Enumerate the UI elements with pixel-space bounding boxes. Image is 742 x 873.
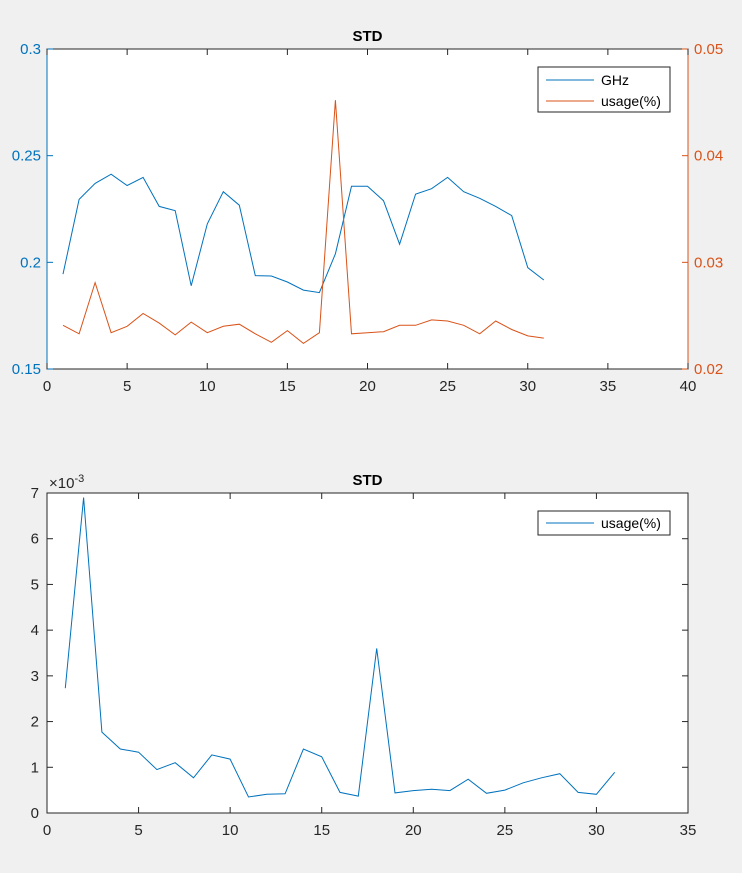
bottom-x-tick-label: 30 xyxy=(588,822,605,839)
top-plot: 0.15 0.2 0.25 0.3 0.02 0.03 0.04 0.05 0 5 10 15 20… xyxy=(12,28,723,395)
top-x-tick-label: 0 xyxy=(43,378,51,395)
top-x-tick-label: 20 xyxy=(359,378,376,395)
top-legend-label-usage: usage(%) xyxy=(601,93,661,109)
top-left-tick-label: 0.25 xyxy=(12,148,41,165)
bottom-y-tick-label: 5 xyxy=(31,576,39,593)
bottom-x-axis-ticks: 0 5 10 15 20 25 30 35 xyxy=(43,493,697,839)
top-right-axis-ticks: 0.02 0.03 0.04 0.05 xyxy=(682,41,723,378)
top-x-tick-label: 25 xyxy=(439,378,456,395)
top-series-ghz-line xyxy=(62,173,545,294)
top-left-tick-label: 0.15 xyxy=(12,361,41,378)
top-legend-box xyxy=(537,66,671,113)
top-x-tick-label: 35 xyxy=(600,378,617,395)
top-legend: GHz usage(%) xyxy=(537,66,671,113)
top-x-tick-label: 15 xyxy=(279,378,296,395)
top-left-tick-label: 0.2 xyxy=(20,254,41,271)
bottom-series-group xyxy=(64,497,616,798)
bottom-plot: 0 1 2 3 4 5 6 7 0 5 10 15 20 25 30 35 STD ×10-3 usage(… xyxy=(31,472,697,839)
top-right-tick-label: 0.02 xyxy=(694,361,723,378)
bottom-x-tick-label: 10 xyxy=(222,822,239,839)
bottom-axes-background xyxy=(47,493,688,813)
top-right-tick-label: 0.03 xyxy=(694,254,723,271)
bottom-y-tick-label: 4 xyxy=(31,622,39,639)
bottom-x-tick-label: 20 xyxy=(405,822,422,839)
top-series-group xyxy=(62,100,545,345)
top-x-tick-label: 10 xyxy=(199,378,216,395)
top-right-tick-label: 0.05 xyxy=(694,41,723,58)
bottom-x-tick-label: 15 xyxy=(313,822,330,839)
bottom-x-tick-label: 35 xyxy=(680,822,697,839)
bottom-y-axis-ticks: 0 1 2 3 4 5 6 7 xyxy=(31,485,688,822)
bottom-axes-box xyxy=(46,492,689,814)
top-x-tick-label: 5 xyxy=(123,378,131,395)
bottom-y-tick-label: 2 xyxy=(31,714,39,731)
top-x-axis-ticks: 0 5 10 15 20 25 30 35 40 xyxy=(43,49,697,395)
top-left-tick-label: 0.3 xyxy=(20,41,41,58)
top-series-usage-line xyxy=(62,100,544,345)
bottom-x-tick-label: 5 xyxy=(134,822,142,839)
bottom-x-tick-label: 0 xyxy=(43,822,51,839)
bottom-legend-label-usage: usage(%) xyxy=(601,515,661,531)
bottom-series-usage-line xyxy=(64,497,616,798)
top-right-tick-label: 0.04 xyxy=(694,148,723,165)
top-x-tick-label: 40 xyxy=(680,378,697,395)
bottom-legend: usage(%) xyxy=(537,510,671,536)
top-x-tick-label: 30 xyxy=(519,378,536,395)
bottom-y-tick-label: 6 xyxy=(31,531,39,548)
bottom-x-tick-label: 25 xyxy=(497,822,514,839)
bottom-y-tick-label: 1 xyxy=(31,759,39,776)
bottom-y-tick-label: 7 xyxy=(31,485,39,502)
bottom-y-tick-label: 3 xyxy=(31,668,39,685)
bottom-y-tick-label: 0 xyxy=(31,805,39,822)
bottom-chart-title: STD xyxy=(353,472,383,489)
top-legend-label-ghz: GHz xyxy=(601,72,629,88)
bottom-y-exponent: ×10-3 xyxy=(49,473,84,492)
top-left-axis-ticks: 0.15 0.2 0.25 0.3 xyxy=(12,41,53,378)
top-chart-title: STD xyxy=(353,28,383,45)
